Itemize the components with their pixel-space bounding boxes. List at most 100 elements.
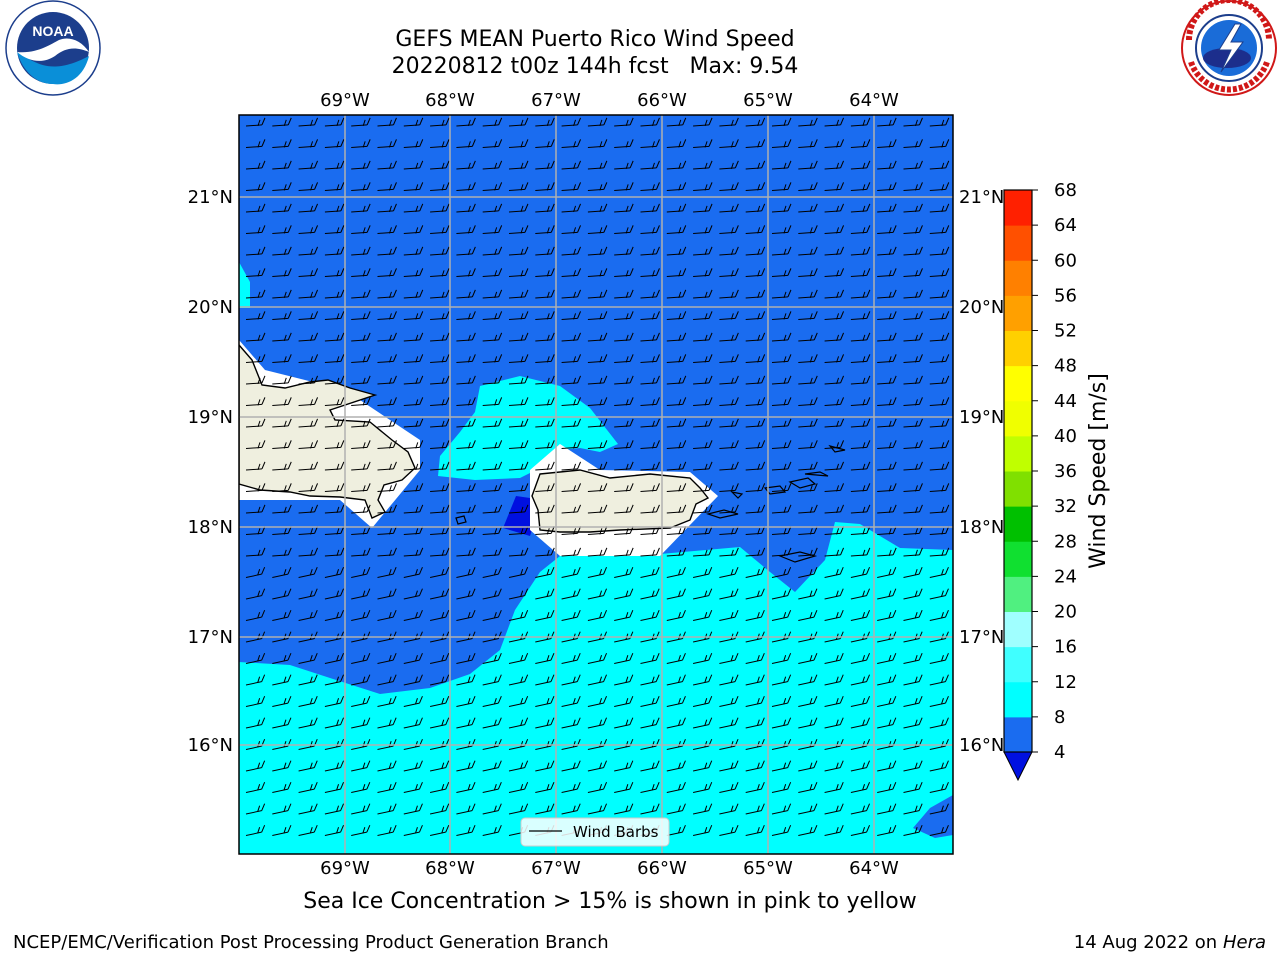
colorbar-segment bbox=[1004, 576, 1032, 612]
wind-barb bbox=[324, 781, 345, 793]
wind-barb bbox=[903, 547, 923, 557]
lat-label-left: 16°N bbox=[188, 735, 233, 756]
wind-barb bbox=[324, 225, 345, 234]
wind-barb bbox=[377, 824, 397, 836]
wind-barb bbox=[666, 418, 687, 428]
wind-barb bbox=[403, 246, 424, 256]
wind-barb bbox=[245, 566, 266, 578]
footer-date: 14 Aug 2022 on Hera bbox=[1074, 932, 1266, 953]
wind-barb bbox=[561, 354, 582, 363]
wind-barb bbox=[824, 182, 845, 191]
wind-barb bbox=[272, 289, 292, 299]
wind-barb bbox=[877, 674, 897, 686]
wind-barb bbox=[482, 695, 502, 707]
wind-barb bbox=[614, 139, 634, 148]
wind-barb bbox=[377, 332, 397, 342]
wind-barb bbox=[324, 588, 345, 600]
wind-barb bbox=[824, 588, 844, 600]
wind-barb bbox=[272, 332, 292, 342]
wind-barb bbox=[403, 418, 424, 428]
wind-barb bbox=[377, 418, 397, 428]
lat-label-right: 19°N bbox=[959, 407, 1004, 428]
wind-barb bbox=[377, 695, 397, 707]
wind-barb bbox=[850, 375, 871, 385]
wind-barb bbox=[692, 803, 713, 815]
wind-barb bbox=[508, 803, 529, 815]
wind-barb bbox=[351, 717, 371, 729]
wind-barb bbox=[903, 139, 923, 148]
wind-barb bbox=[351, 418, 371, 428]
lon-label-top: 67°W bbox=[531, 90, 581, 111]
colorbar-tick-label: 24 bbox=[1054, 566, 1077, 587]
colorbar-tick-label: 40 bbox=[1054, 426, 1077, 447]
wind-barb bbox=[377, 375, 397, 385]
wind-barb bbox=[298, 803, 318, 815]
sea-ice-caption: Sea Ice Concentration > 15% is shown in … bbox=[303, 889, 917, 914]
wind-barb bbox=[614, 652, 634, 664]
wind-barb bbox=[614, 117, 634, 127]
wind-barb bbox=[850, 803, 871, 815]
wind-barb bbox=[324, 461, 345, 471]
wind-barb bbox=[245, 760, 266, 772]
lat-label-right: 20°N bbox=[959, 297, 1004, 318]
wind-barb bbox=[929, 504, 950, 514]
wind-barb bbox=[535, 160, 555, 170]
wind-barb bbox=[403, 674, 423, 686]
colorbar-tick-label: 8 bbox=[1054, 707, 1065, 728]
wind-barb bbox=[640, 803, 660, 815]
wind-barb bbox=[745, 781, 765, 793]
wind-barb bbox=[903, 461, 923, 471]
wind-barb bbox=[719, 354, 739, 363]
wind-barb bbox=[482, 803, 502, 815]
wind-barb bbox=[482, 139, 503, 148]
wind-barb bbox=[377, 674, 397, 686]
wind-barb bbox=[929, 461, 950, 471]
wind-barb bbox=[245, 375, 266, 385]
footer-producer: NCEP/EMC/Verification Post Processing Pr… bbox=[13, 932, 609, 953]
wind-barb bbox=[903, 397, 923, 406]
wind-barb bbox=[587, 289, 608, 299]
wind-barb bbox=[535, 332, 555, 342]
wind-barb bbox=[824, 717, 844, 729]
wind-barb bbox=[771, 824, 792, 836]
wind-barb bbox=[719, 332, 739, 342]
wind-barb bbox=[298, 781, 318, 793]
wind-barb bbox=[403, 203, 424, 213]
wind-barb bbox=[903, 504, 923, 514]
wind-barb bbox=[403, 225, 424, 234]
wind-barb bbox=[482, 354, 503, 363]
wind-barb bbox=[929, 717, 949, 729]
wind-barb bbox=[587, 418, 608, 428]
wind-barb bbox=[745, 289, 766, 299]
wind-barb bbox=[666, 182, 687, 191]
wind-barb bbox=[666, 332, 687, 342]
wind-barb bbox=[535, 139, 555, 148]
colorbar-segment bbox=[1004, 716, 1032, 753]
wind-barb bbox=[798, 397, 818, 406]
wind-barb bbox=[850, 440, 871, 449]
wind-barb bbox=[482, 225, 503, 234]
wind-barb bbox=[929, 268, 950, 277]
colorbar-tick-label: 68 bbox=[1054, 180, 1077, 201]
wind-barb bbox=[614, 268, 634, 277]
wind-barb bbox=[850, 160, 871, 170]
wind-barb bbox=[535, 781, 555, 793]
wind-barb bbox=[429, 717, 450, 729]
wind-barb bbox=[877, 781, 897, 793]
island-st-croix bbox=[777, 551, 818, 563]
wind-barb bbox=[245, 781, 266, 793]
wind-barb bbox=[508, 781, 529, 793]
wind-barb bbox=[535, 354, 555, 363]
wind-barb bbox=[430, 311, 450, 320]
wind-barb bbox=[377, 246, 397, 256]
wind-barb bbox=[850, 203, 871, 213]
wind-barb bbox=[587, 609, 608, 621]
left-latitude-labels: 21°N 20°N 19°N 18°N 17°N 16°N bbox=[188, 187, 233, 756]
wind-barb bbox=[850, 781, 871, 793]
wind-barb bbox=[587, 246, 608, 256]
wind-barb bbox=[771, 182, 792, 191]
wind-barb bbox=[377, 781, 397, 793]
wind-barb bbox=[903, 674, 923, 686]
wind-barb bbox=[850, 289, 871, 299]
wind-barb bbox=[666, 268, 687, 277]
